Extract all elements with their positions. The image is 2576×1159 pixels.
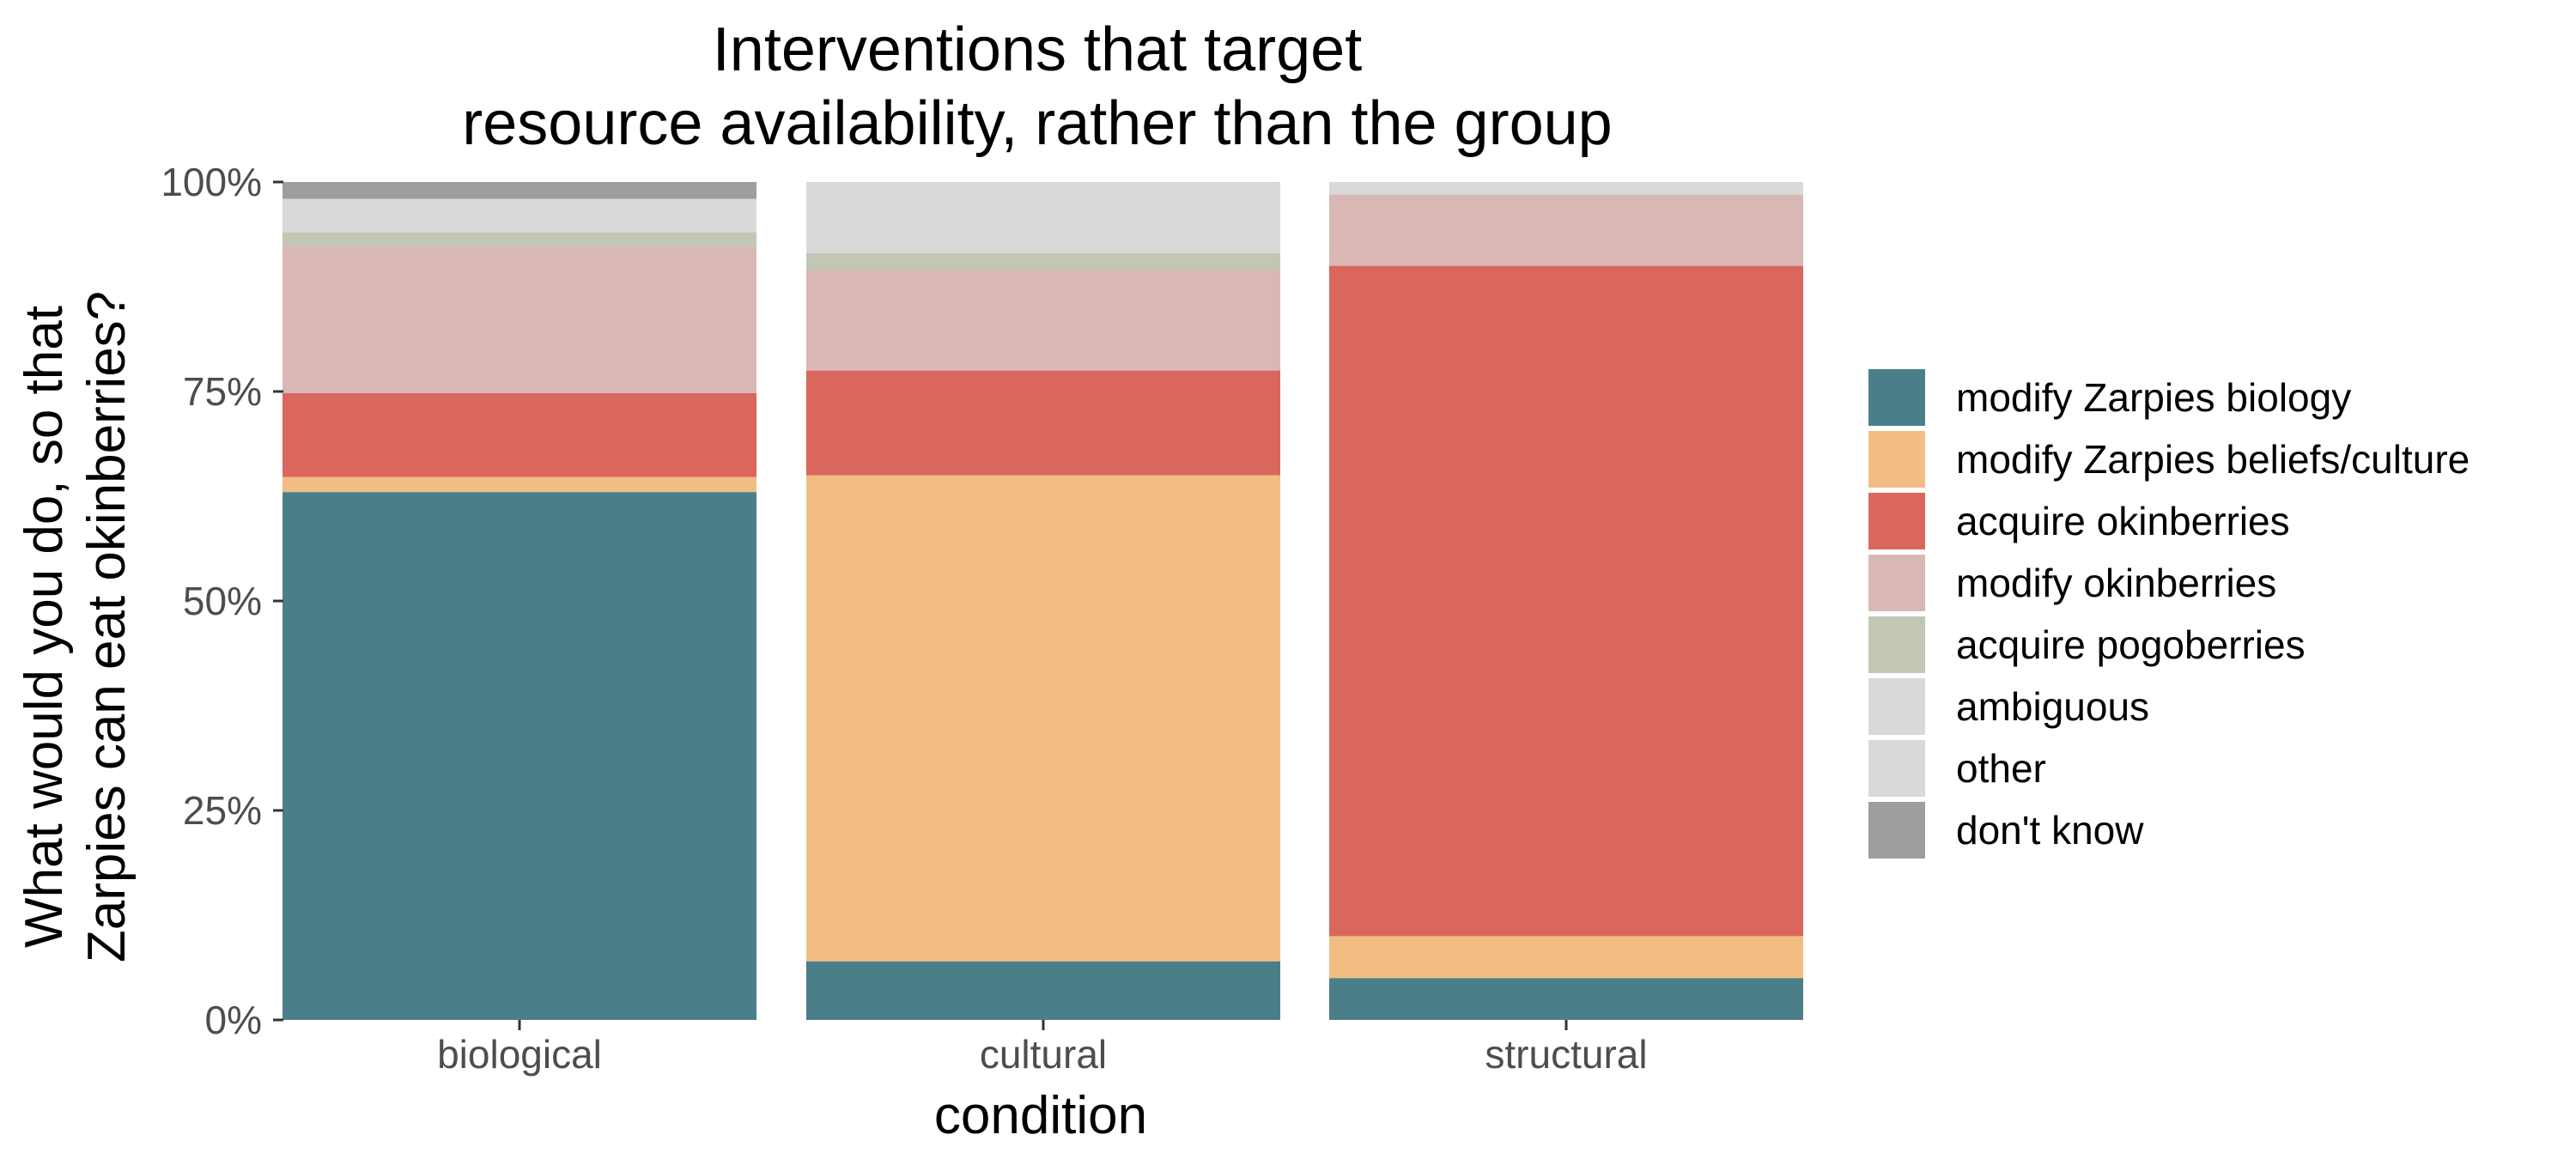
bar-segment-0-7 — [283, 182, 756, 199]
bar-segment-2-2 — [1329, 265, 1803, 937]
y-tick-label: 75% — [183, 369, 262, 414]
legend-key — [1868, 802, 1925, 859]
legend-key — [1868, 493, 1925, 549]
bar-segment-0-4 — [283, 232, 756, 247]
legend-key — [1868, 616, 1925, 673]
bar-segment-2-0 — [1329, 978, 1803, 1020]
bar-segment-1-4 — [806, 252, 1280, 270]
legend-key — [1868, 555, 1925, 611]
bar-segment-1-3 — [806, 270, 1280, 371]
legend-label: modify okinberries — [1956, 561, 2276, 605]
bar-segment-1-1 — [806, 475, 1280, 962]
legend-label: don't know — [1956, 808, 2144, 853]
bar-segment-0-5 — [283, 198, 756, 233]
bars-layer — [283, 182, 1803, 1020]
legend-label: ambiguous — [1956, 684, 2149, 729]
x-tick-label: structural — [1485, 1032, 1647, 1077]
y-tick-label: 100% — [161, 160, 262, 204]
x-axis-title: condition — [934, 1086, 1147, 1145]
y-axis: 0% 25% 50% 75% 100% — [161, 160, 283, 1042]
legend-label: acquire okinberries — [1956, 499, 2290, 543]
legend-label: other — [1956, 746, 2046, 791]
legend-label: modify Zarpies biology — [1956, 375, 2351, 420]
bar-segment-0-1 — [283, 476, 756, 493]
bar-segment-1-0 — [806, 961, 1280, 1020]
bar-segment-1-5 — [806, 182, 1280, 253]
bar-segment-2-1 — [1329, 936, 1803, 979]
legend-key — [1868, 740, 1925, 797]
legend-key — [1868, 369, 1925, 426]
x-axis: biological cultural structural — [437, 1020, 1648, 1077]
chart-title-line-2: resource availability, rather than the g… — [462, 89, 1612, 158]
legend: modify Zarpies biology modify Zarpies bel… — [1868, 369, 2470, 859]
bar-segment-2-3 — [1329, 194, 1803, 266]
y-axis-title-line-1: What would you do, so that — [15, 306, 74, 948]
y-tick-label: 0% — [205, 998, 262, 1042]
legend-label: acquire pogoberries — [1956, 622, 2306, 667]
bar-segment-0-2 — [283, 392, 756, 477]
bar-segment-0-3 — [283, 246, 756, 393]
y-axis-title: What would you do, so that Zarpies can e… — [15, 291, 137, 962]
x-tick-label: cultural — [980, 1032, 1107, 1077]
x-tick-label: biological — [437, 1032, 602, 1077]
bar-segment-2-5 — [1329, 182, 1803, 195]
chart-title: Interventions that target resource avail… — [462, 15, 1612, 158]
y-tick-label: 25% — [183, 788, 262, 833]
y-tick-label: 50% — [183, 579, 262, 623]
y-axis-title-line-2: Zarpies can eat okinberries? — [77, 291, 137, 962]
bar-segment-1-2 — [806, 370, 1280, 476]
bar-segment-0-0 — [283, 492, 756, 1020]
legend-key — [1868, 431, 1925, 488]
legend-key — [1868, 678, 1925, 735]
legend-label: modify Zarpies beliefs/culture — [1956, 437, 2470, 482]
chart-title-line-1: Interventions that target — [713, 15, 1362, 84]
